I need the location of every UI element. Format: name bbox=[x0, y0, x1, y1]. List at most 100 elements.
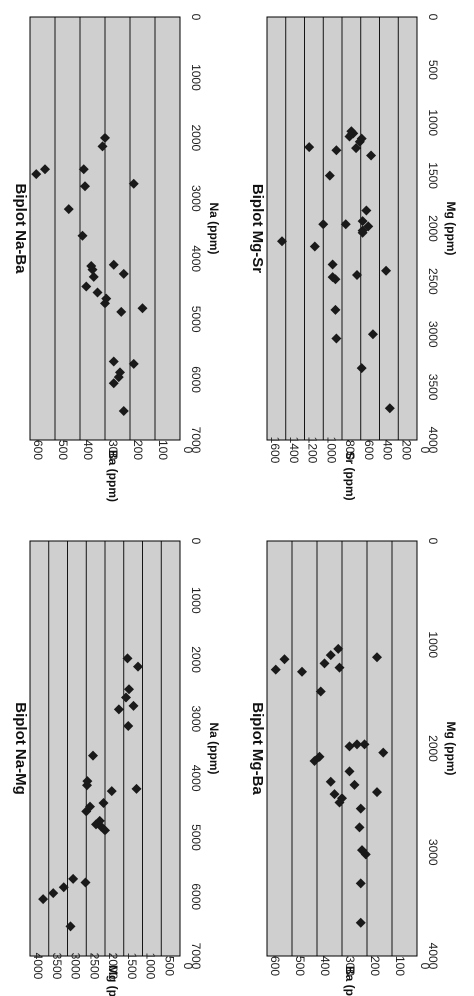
data-point bbox=[137, 303, 148, 314]
data-point bbox=[115, 367, 125, 378]
data-point bbox=[333, 643, 344, 654]
data-point bbox=[297, 666, 307, 677]
data-point bbox=[355, 917, 366, 928]
data-point bbox=[101, 293, 112, 304]
data-point bbox=[324, 170, 335, 181]
data-point bbox=[128, 358, 139, 369]
x-axis-label: Na (ppm) bbox=[207, 723, 221, 775]
x-tick-label: 3000 bbox=[189, 185, 203, 212]
data-point bbox=[128, 178, 139, 189]
data-point bbox=[355, 803, 366, 814]
data-point bbox=[123, 720, 134, 731]
data-point bbox=[361, 205, 372, 216]
x-axis-label: Na (ppm) bbox=[207, 203, 221, 255]
x-tick-label: 5000 bbox=[189, 824, 203, 851]
x-tick-label: 4000 bbox=[189, 765, 203, 792]
data-point bbox=[121, 692, 131, 703]
data-point bbox=[85, 801, 95, 812]
y-tick-label: 0 bbox=[181, 447, 195, 454]
data-point bbox=[304, 142, 315, 153]
x-tick-label: 2000 bbox=[189, 125, 203, 152]
data-point bbox=[340, 219, 351, 230]
chart-title: Biplot Na-Mg bbox=[12, 702, 29, 794]
data-point bbox=[118, 268, 129, 279]
data-point bbox=[118, 405, 129, 416]
data-point bbox=[116, 306, 127, 317]
x-tick-label: 1000 bbox=[426, 631, 440, 658]
x-tick-label: 0 bbox=[189, 14, 203, 21]
data-point bbox=[63, 204, 74, 215]
x-tick-label: 1500 bbox=[426, 162, 440, 189]
data-point bbox=[314, 751, 325, 762]
chart-title: Biplot Mg-Ba bbox=[249, 702, 266, 795]
data-point bbox=[277, 236, 287, 247]
data-point bbox=[346, 126, 357, 137]
x-tick-label: 7000 bbox=[189, 427, 203, 454]
data-point bbox=[355, 878, 366, 889]
y-tick-label: 500 bbox=[162, 956, 176, 976]
x-tick-label: 4000 bbox=[189, 245, 203, 272]
data-point bbox=[363, 221, 374, 232]
y-axis-label: Ba (ppm) bbox=[106, 450, 120, 502]
y-tick-label: 0 bbox=[418, 963, 432, 970]
data-point bbox=[367, 329, 378, 340]
y-tick-label: 1500 bbox=[125, 953, 139, 980]
data-point bbox=[88, 271, 99, 282]
chart-na-ba: 0100200300400500600010002000300040005000… bbox=[12, 14, 221, 502]
data-point bbox=[31, 169, 42, 180]
data-point bbox=[344, 741, 355, 752]
data-point bbox=[128, 700, 139, 711]
x-tick-label: 0 bbox=[426, 14, 440, 21]
chart-mg-sr: 0 200 400 600 800 1000 1200 1400 1600 0 500 1000 150… bbox=[249, 14, 458, 501]
x-tick-label: 1000 bbox=[189, 587, 203, 614]
data-point bbox=[325, 650, 336, 661]
data-point bbox=[270, 664, 281, 675]
y-tick-label: 200 bbox=[368, 956, 382, 976]
data-point bbox=[344, 766, 355, 777]
y-tick-label: 4000 bbox=[31, 953, 45, 980]
y-tick-label: 200 bbox=[399, 440, 413, 460]
data-point bbox=[131, 783, 142, 794]
data-point bbox=[124, 684, 134, 695]
x-tick-label: 3000 bbox=[426, 839, 440, 866]
y-axis-label: Ba (ppm) bbox=[343, 966, 357, 996]
x-tick-label: 2500 bbox=[426, 268, 440, 295]
data-point bbox=[65, 921, 76, 932]
x-tick-label: 2000 bbox=[189, 646, 203, 673]
data-point bbox=[80, 877, 91, 888]
data-point bbox=[327, 259, 338, 270]
data-point bbox=[319, 658, 330, 669]
y-tick-label: 100 bbox=[156, 440, 170, 460]
y-tick-label: 400 bbox=[81, 440, 95, 460]
chart-na-mg: 0 500 1000 1500 2000 2500 3000 3500 4000 0 1000 200… bbox=[12, 538, 221, 996]
data-point bbox=[108, 259, 119, 270]
y-axis-label: Mg (ppm) bbox=[106, 965, 120, 996]
data-point bbox=[351, 143, 362, 154]
data-point bbox=[133, 661, 143, 672]
x-tick-label: 2000 bbox=[426, 735, 440, 762]
x-tick-label: 1000 bbox=[189, 64, 203, 91]
data-point bbox=[329, 789, 340, 800]
chart-mg-ba: 0 100 200 300 400 500 600 0 1000 2000 3000 4000 Mg (… bbox=[249, 538, 458, 996]
data-point bbox=[58, 882, 69, 893]
data-point bbox=[38, 894, 49, 905]
x-tick-label: 4000 bbox=[426, 943, 440, 970]
data-point bbox=[357, 845, 367, 856]
data-point bbox=[82, 776, 93, 787]
data-point bbox=[279, 654, 290, 665]
y-tick-label: 100 bbox=[393, 956, 407, 976]
y-tick-label: 300 bbox=[106, 440, 120, 460]
data-point bbox=[108, 356, 119, 367]
x-tick-label: 3000 bbox=[189, 706, 203, 733]
data-point bbox=[106, 786, 117, 797]
y-tick-label: 3500 bbox=[50, 953, 64, 980]
data-point bbox=[381, 265, 392, 276]
x-axis-label: Mg (ppm) bbox=[444, 722, 458, 776]
data-point bbox=[384, 403, 395, 414]
chart-title: Biplot Na-Ba bbox=[12, 184, 29, 275]
x-tick-label: 6000 bbox=[189, 883, 203, 910]
data-point bbox=[48, 888, 59, 899]
data-point bbox=[81, 281, 92, 292]
data-point bbox=[337, 793, 347, 804]
